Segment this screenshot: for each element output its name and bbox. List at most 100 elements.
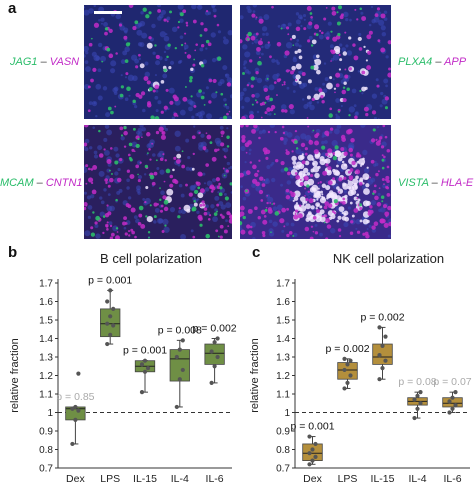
marker2-signal xyxy=(383,222,389,228)
marker2-signal xyxy=(241,116,246,119)
nucleus-dot xyxy=(165,33,168,36)
data-point xyxy=(313,454,318,459)
marker2-signal xyxy=(331,6,336,11)
data-point xyxy=(212,364,217,369)
marker2-signal xyxy=(361,70,366,75)
colocalization-dot xyxy=(349,201,353,205)
nucleus-dot xyxy=(272,206,278,212)
marker2-signal xyxy=(123,35,128,40)
nucleus-dot xyxy=(191,115,195,119)
marker2-signal xyxy=(90,168,94,171)
marker2-signal xyxy=(195,43,199,46)
marker1-signal xyxy=(381,158,385,162)
separator: – xyxy=(435,56,442,68)
marker1-signal xyxy=(120,85,124,89)
nucleus-dot xyxy=(300,24,303,28)
nucleus-dot xyxy=(336,125,342,129)
colocalization-dot xyxy=(333,169,340,176)
marker1-signal xyxy=(315,33,319,37)
marker2-signal xyxy=(271,5,274,9)
nucleus-dot xyxy=(97,68,102,73)
marker2-signal xyxy=(262,147,268,153)
marker2-signal xyxy=(251,128,256,134)
data-point xyxy=(212,340,217,345)
marker1-signal xyxy=(280,27,283,30)
data-point xyxy=(307,434,312,439)
marker2-signal xyxy=(260,209,266,215)
marker1-signal xyxy=(144,164,149,169)
marker2-signal xyxy=(85,204,88,207)
marker2-signal xyxy=(127,204,132,209)
nucleus-dot xyxy=(309,104,315,111)
colocalization-dot xyxy=(337,215,342,220)
p-value-label: p = 0.002 xyxy=(193,323,237,335)
marker2-signal xyxy=(295,26,301,32)
nucleus-dot xyxy=(98,18,101,22)
marker2-signal xyxy=(146,80,151,85)
nucleus-dot xyxy=(332,54,340,61)
colocalization-dot xyxy=(160,80,165,84)
marker1-signal xyxy=(90,37,93,40)
nucleus-dot xyxy=(303,18,306,21)
marker2-signal xyxy=(266,201,269,205)
nucleus-dot xyxy=(288,166,293,171)
nucleus-dot xyxy=(254,92,260,98)
marker1-signal xyxy=(135,143,140,149)
marker2-signal xyxy=(295,175,301,180)
colocalization-dot xyxy=(305,217,310,222)
marker2-signal xyxy=(165,88,169,92)
colocalization-dot xyxy=(365,183,370,188)
marker2-signal xyxy=(128,234,131,237)
y-tick-label: 0.9 xyxy=(276,427,290,438)
marker2-signal xyxy=(337,228,342,232)
marker2-signal xyxy=(269,202,272,204)
marker2-signal xyxy=(215,229,219,233)
nucleus-dot xyxy=(171,116,176,119)
colocalization-dot xyxy=(146,42,153,49)
y-tick-label: 1.6 xyxy=(39,297,53,308)
marker2-signal xyxy=(294,129,298,133)
marker2-signal xyxy=(205,132,208,135)
nucleus-dot xyxy=(380,207,386,213)
nucleus-dot xyxy=(90,194,95,199)
colocalization-dot xyxy=(338,68,342,71)
nucleus-dot xyxy=(203,182,207,185)
marker2-signal xyxy=(387,72,391,78)
marker1-signal xyxy=(128,142,133,147)
nucleus-dot xyxy=(381,31,387,37)
nucleus-dot xyxy=(225,202,232,209)
marker2-signal xyxy=(172,178,177,184)
marker1-signal xyxy=(250,76,255,81)
nucleus-dot xyxy=(196,91,202,98)
marker2-signal xyxy=(91,181,94,185)
nucleus-dot xyxy=(363,167,370,174)
marker1-signal xyxy=(245,189,248,193)
marker2-signal xyxy=(260,199,264,202)
marker2-signal xyxy=(184,51,187,54)
nucleus-dot xyxy=(256,77,263,84)
marker1-signal xyxy=(310,44,314,47)
marker1-signal xyxy=(148,174,151,176)
marker2-signal xyxy=(255,181,260,187)
marker2-signal xyxy=(334,91,336,94)
data-point xyxy=(345,380,350,385)
nucleus-dot xyxy=(292,57,298,63)
nucleus-dot xyxy=(335,113,338,116)
colocalization-dot xyxy=(312,160,318,167)
marker2-signal xyxy=(249,114,255,119)
marker1-signal xyxy=(273,113,276,115)
marker1-signal xyxy=(251,103,254,106)
marker1-label: MCAM xyxy=(0,177,34,189)
marker2-signal xyxy=(386,192,391,197)
colocalization-dot xyxy=(139,63,145,69)
nucleus-dot xyxy=(324,140,328,144)
marker2-signal xyxy=(310,15,313,19)
marker2-signal xyxy=(344,31,347,34)
colocalization-dot xyxy=(307,211,312,216)
marker2-signal xyxy=(137,179,141,183)
marker2-signal xyxy=(185,24,189,27)
nucleus-dot xyxy=(263,14,270,20)
marker2-signal xyxy=(134,235,137,239)
marker2-signal xyxy=(203,207,208,211)
nucleus-dot xyxy=(343,222,349,228)
